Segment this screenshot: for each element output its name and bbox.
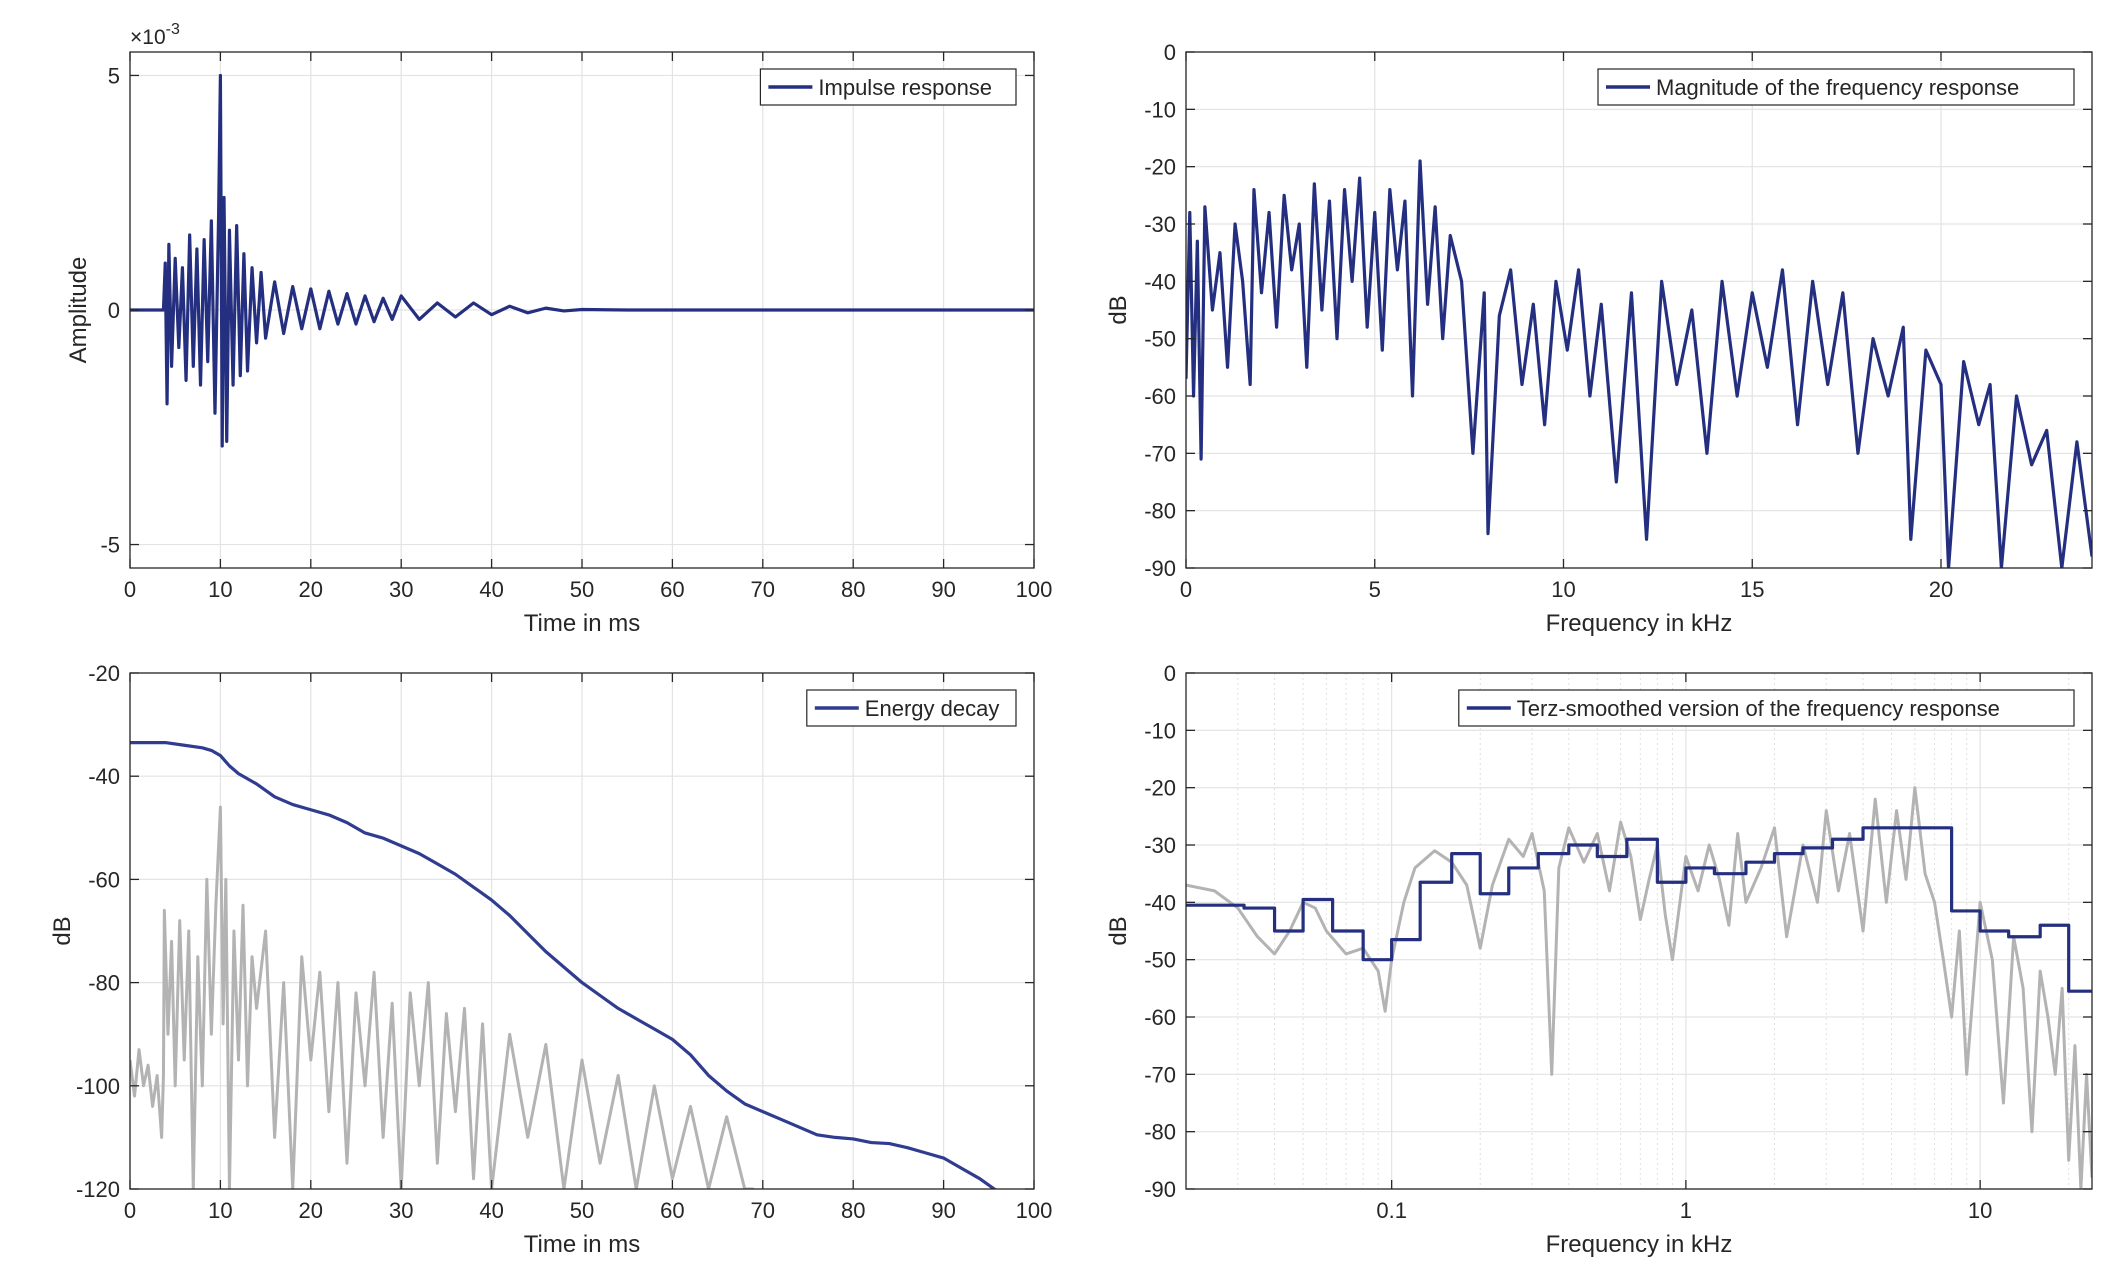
y-tick-label: -10 [1144, 718, 1176, 743]
x-tick-label: 10 [1968, 1198, 1992, 1223]
y-tick-label: 0 [108, 298, 120, 323]
x-tick-label: 0 [124, 1198, 136, 1223]
magnitude-chart: 0 5 10 15 20 0 -10 -20 -30 -40 -50 -60 -70 -80 -90 Freq… [1105, 40, 2093, 637]
x-tick-label: 5 [1369, 577, 1381, 602]
x-tick-label: 60 [660, 1198, 684, 1223]
x-tick-label: 0.1 [1376, 1198, 1407, 1223]
series-line [130, 741, 997, 1189]
series-line [130, 73, 1034, 448]
y-tick-label: -120 [76, 1177, 120, 1202]
y-tick-label: -20 [88, 661, 120, 686]
x-axis-label: Time in ms [524, 1231, 640, 1258]
x-tick-label: 30 [389, 577, 413, 602]
y-tick-label: -70 [1144, 1062, 1176, 1087]
legend-box [806, 689, 1017, 727]
legend: Energy decay [806, 689, 1017, 727]
y-axis-label: dB [1105, 916, 1132, 945]
plot-area [1186, 673, 2092, 1189]
x-tick-label: 20 [299, 577, 323, 602]
y-tick-label: -90 [1144, 1177, 1176, 1202]
y-tick-label: -20 [1144, 776, 1176, 801]
y-tick-label: -70 [1144, 441, 1176, 466]
y-tick-label: -60 [1144, 1005, 1176, 1030]
y-tick-label: -50 [1144, 948, 1176, 973]
x-tick-label: 60 [660, 577, 684, 602]
y-tick-label: 5 [108, 63, 120, 88]
x-tick-label: 100 [1016, 1198, 1053, 1223]
x-tick-label: 90 [931, 577, 955, 602]
y-tick-label: 0 [1164, 40, 1176, 65]
x-tick-label: 15 [1740, 577, 1764, 602]
y-exponent-label: ×10-3 [130, 21, 180, 49]
series-line [1186, 826, 2092, 993]
x-tick-label: 80 [841, 1198, 865, 1223]
legend-label: Terz-smoothed version of the frequency r… [1517, 696, 2000, 721]
x-tick-label: 40 [479, 577, 503, 602]
legend-label: Energy decay [865, 696, 1000, 721]
legend-box [1458, 689, 2075, 727]
x-tick-label: 20 [299, 1198, 323, 1223]
x-tick-label: 10 [208, 577, 232, 602]
y-tick-label: -80 [1144, 499, 1176, 524]
y-tick-label: -5 [100, 533, 120, 558]
y-tick-label: -60 [1144, 384, 1176, 409]
x-tick-label: 90 [931, 1198, 955, 1223]
x-tick-label: 50 [570, 1198, 594, 1223]
series-line [1186, 159, 2092, 568]
y-axis-label: Amplitude [65, 257, 92, 364]
y-tick-label: -10 [1144, 97, 1176, 122]
x-tick-label: 30 [389, 1198, 413, 1223]
x-axis-label: Frequency in kHz [1546, 610, 1733, 637]
y-tick-label: -60 [88, 867, 120, 892]
x-tick-label: 40 [479, 1198, 503, 1223]
legend-box [1597, 68, 2075, 106]
x-axis-label: Frequency in kHz [1546, 1231, 1733, 1258]
legend: Magnitude of the frequency response [1597, 68, 2075, 106]
y-tick-label: -40 [1144, 890, 1176, 915]
y-tick-label: -90 [1144, 556, 1176, 581]
energy-chart: 0 10 20 30 40 50 60 70 80 90 100 -20 -40 -60 -80 -100 -1… [49, 661, 1052, 1258]
x-tick-label: 20 [1929, 577, 1953, 602]
axes-box [1185, 51, 2093, 569]
terz-chart: 0.1 1 10 0 -10 -20 -30 -40 -50 -60 -70 -80 -90 Freque… [1105, 661, 2093, 1258]
y-tick-label: -40 [88, 764, 120, 789]
x-tick-label: 10 [1551, 577, 1575, 602]
y-tick-label: -100 [76, 1074, 120, 1099]
x-tick-label: 80 [841, 577, 865, 602]
background-series-line [130, 805, 754, 1189]
y-tick-label: -80 [1144, 1120, 1176, 1145]
y-tick-label: -80 [88, 971, 120, 996]
y-tick-label: -40 [1144, 269, 1176, 294]
x-tick-label: 1 [1680, 1198, 1692, 1223]
y-tick-label: -30 [1144, 212, 1176, 237]
x-axis-label: Time in ms [524, 610, 640, 637]
x-tick-label: 10 [208, 1198, 232, 1223]
y-axis-label: dB [1105, 295, 1132, 324]
legend: Impulse response [759, 68, 1017, 106]
x-tick-label: 100 [1016, 577, 1053, 602]
x-tick-label: 0 [124, 577, 136, 602]
y-axis-label: dB [49, 916, 76, 945]
x-tick-label: 70 [751, 577, 775, 602]
x-tick-label: 70 [751, 1198, 775, 1223]
y-tick-label: 0 [1164, 661, 1176, 686]
x-tick-label: 50 [570, 577, 594, 602]
y-tick-label: -50 [1144, 327, 1176, 352]
y-tick-label: -30 [1144, 833, 1176, 858]
legend-label: Magnitude of the frequency response [1656, 75, 2019, 100]
axes-box [1185, 672, 2093, 1190]
legend: Terz-smoothed version of the frequency r… [1458, 689, 2075, 727]
x-tick-label: 0 [1180, 577, 1192, 602]
legend-label: Impulse response [818, 75, 992, 100]
y-tick-label: -20 [1144, 155, 1176, 180]
